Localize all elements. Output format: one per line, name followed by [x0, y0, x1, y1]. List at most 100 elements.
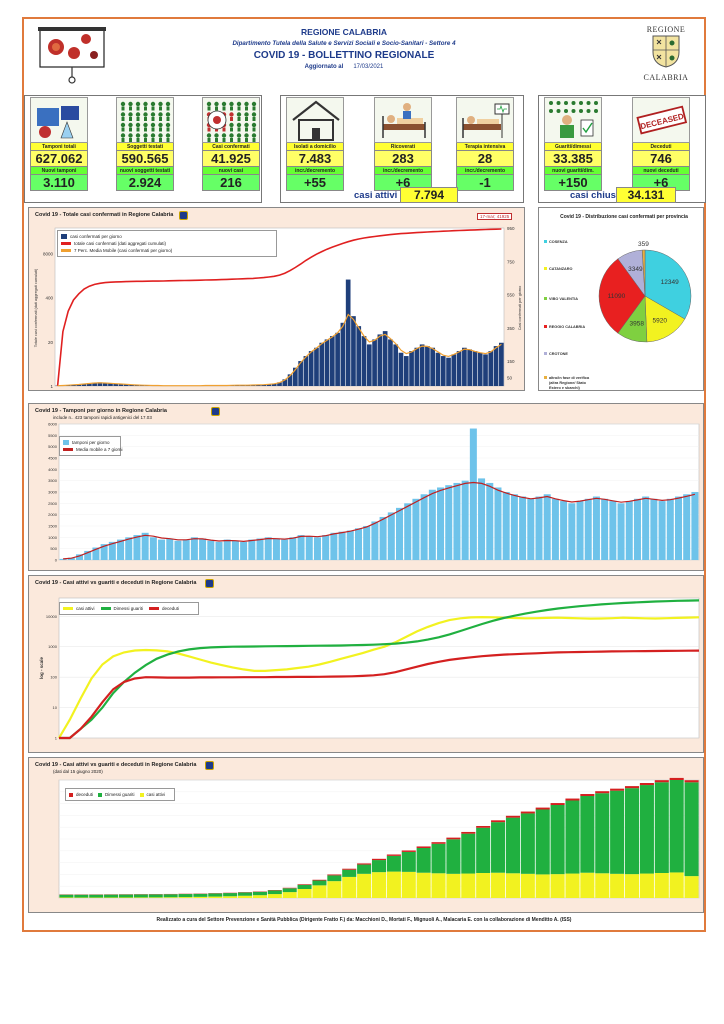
stack-bar-recovered [163, 894, 178, 898]
credits-footer: Realizzato a cura del Settore Prevenzion… [156, 917, 572, 923]
y-tick-label: 1000 [48, 535, 58, 540]
kpi-label: Tamponi totali [30, 143, 88, 151]
updated-label: Aggiornato al [304, 64, 344, 70]
pie-legend-line: Estero e sbarchi) [549, 386, 581, 390]
pie-slice [641, 249, 646, 297]
daily-case-bar [340, 322, 346, 386]
tests-bar [658, 501, 666, 560]
tests-bar [248, 539, 256, 560]
tests-bar [453, 482, 461, 560]
legend-swatch-stack-active [139, 792, 144, 797]
stack-bar-active [357, 873, 372, 898]
tests-bar [478, 478, 486, 560]
tests-bar [338, 531, 346, 560]
stack-bar-deceased [505, 815, 520, 818]
pie-slice-label: 3349 [628, 266, 643, 273]
tests-bar [420, 494, 428, 560]
tests-bar [396, 507, 404, 560]
daily-case-bar [499, 342, 504, 386]
stack-bar-deceased [327, 874, 342, 876]
legend-label-active: casi attivi [76, 606, 95, 611]
stack-bar-recovered [446, 839, 461, 874]
kpi-sub-label: nuovi soggetti testati [116, 167, 174, 175]
daily-case-bar [425, 346, 430, 386]
stack-bar-deceased [401, 850, 416, 852]
daily-case-bar [81, 383, 87, 386]
daily-case-bar [118, 384, 124, 386]
y-tick-label: 3000 [48, 490, 58, 495]
daily-case-bar [271, 383, 277, 386]
stack-bar-recovered [491, 822, 506, 873]
latest-value-annotation: 17-mar; 41925 [477, 213, 513, 220]
stack-bar-recovered [684, 782, 699, 877]
deceased-stamp-icon: DECEASED [636, 105, 688, 135]
regione-calabria-logo: REGIONE CALABRIA [638, 25, 694, 89]
stack-bar-recovered [565, 800, 580, 874]
bulletin-header: REGIONE CALABRIA Dipartimento Tutela del… [174, 27, 514, 70]
legend-swatch-moving-avg [61, 249, 71, 253]
tests-bar [297, 535, 305, 560]
pie-slice-label: 5920 [653, 317, 668, 324]
kpi-image [456, 97, 514, 143]
legend-swatch-deceased [149, 607, 160, 611]
legend-item-moving-avg: 7 Perc. Media Mobile (casi confermati pe… [61, 247, 273, 254]
tests-bar [125, 537, 133, 560]
stack-bar-deceased [491, 820, 506, 823]
tests-bar [379, 516, 387, 560]
stack-bar-recovered [550, 805, 565, 875]
stack-bar-recovered [610, 790, 625, 874]
stack-bar-deceased [297, 884, 312, 885]
daily-case-bar [351, 316, 356, 386]
stack-bar-recovered [416, 847, 431, 873]
stack-bar-recovered [595, 793, 610, 874]
stack-bar-deceased [684, 780, 699, 783]
tests-bar [363, 526, 371, 560]
kpi-value: 28 [456, 151, 514, 167]
tests-chart-title: Covid 19 - Tamponi per giorno in Regione… [35, 408, 167, 414]
tests-bar [272, 538, 280, 560]
stack-bar-active [580, 872, 595, 898]
stack-bar-deceased [342, 868, 357, 870]
daily-case-bar [345, 279, 351, 386]
kpi-recovered-person: Guariti/dimessi 33.385 nuovi guariti/dim. +… [544, 97, 602, 191]
stack-bar-recovered [505, 817, 520, 874]
y-tick-label: 5000 [48, 444, 58, 449]
stack-bar-deceased [550, 803, 565, 806]
deceased-line [59, 649, 700, 740]
bulletin-title: COVID 19 - BOLLETTINO REGIONALE [253, 50, 435, 61]
active-vs-recovered-stacked-chart [58, 777, 700, 899]
tests-chart: 6000550050004500400035003000250020001500… [48, 422, 700, 563]
stack-bar-active [193, 896, 208, 898]
daily-case-bar [97, 382, 103, 386]
stack-bar-active [163, 897, 178, 898]
y-tick-label: 4000 [48, 467, 58, 472]
pie-chart-title: Covid 19 - Distribuzione casi confermati… [560, 214, 688, 220]
daily-case-bar [377, 334, 383, 386]
daily-case-bar [324, 339, 330, 386]
pie-slice-label: 3958 [629, 320, 644, 327]
stack-bar-deceased [565, 798, 580, 801]
tests-bar [256, 538, 264, 560]
legend-item-stack-recovered: Dimessi guariti [98, 791, 135, 798]
pie-legend-swatch [544, 240, 547, 243]
stack-bar-deceased [446, 837, 461, 840]
infected-people-icon [206, 101, 257, 142]
legend-swatch-cumulative [61, 242, 71, 246]
legend-label-moving-avg: 7 Perc. Media Mobile (casi confermati pe… [74, 248, 173, 253]
daily-case-bar [430, 347, 436, 386]
tests-bar [182, 539, 190, 560]
kpi-value: 283 [374, 151, 432, 167]
stack-bar-recovered [118, 894, 134, 898]
pie-slice-label: 359 [638, 241, 649, 248]
daily-case-bar [446, 357, 451, 386]
stack-bar-recovered [193, 893, 208, 897]
legend-label-tests-avg: Media mobile a 7 giorni [76, 447, 123, 452]
stack-bar-deceased [282, 887, 297, 889]
daily-case-bar [86, 383, 92, 386]
stack-bar-active [624, 874, 640, 898]
pie-legend-swatch [544, 325, 547, 328]
stack-bar-recovered [431, 843, 446, 874]
pie-legend-swatch [544, 297, 547, 300]
pie-slice [644, 249, 692, 320]
legend-item-active: casi attivi [63, 605, 95, 612]
